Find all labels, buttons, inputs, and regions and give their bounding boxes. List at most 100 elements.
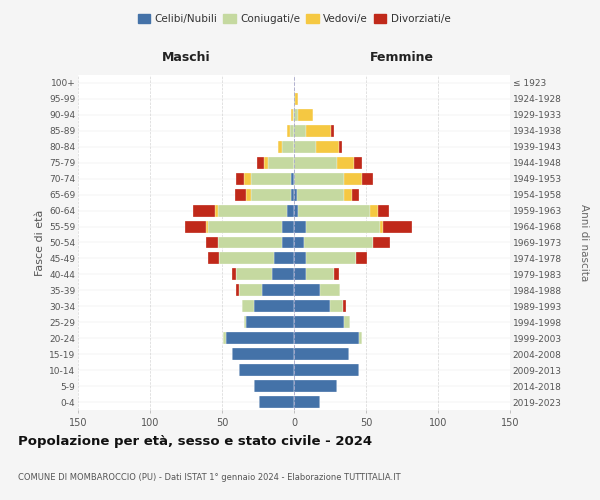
Bar xyxy=(283,236,294,248)
Bar xyxy=(294,125,305,137)
Bar xyxy=(298,109,313,121)
Bar xyxy=(235,188,247,200)
Bar xyxy=(362,172,373,184)
Bar xyxy=(283,141,294,153)
Bar xyxy=(294,348,349,360)
Bar xyxy=(294,172,344,184)
Bar xyxy=(291,109,293,121)
Bar xyxy=(294,188,297,200)
Bar xyxy=(251,188,291,200)
Bar xyxy=(294,396,320,408)
Text: Maschi: Maschi xyxy=(161,51,211,64)
Bar xyxy=(251,172,291,184)
Bar xyxy=(223,332,226,344)
Bar xyxy=(294,204,298,216)
Bar xyxy=(343,300,346,312)
Legend: Celibi/Nubili, Coniugati/e, Vedovi/e, Divorziati/e: Celibi/Nubili, Coniugati/e, Vedovi/e, Di… xyxy=(133,10,455,29)
Text: Femmine: Femmine xyxy=(370,51,434,64)
Bar xyxy=(356,252,367,264)
Text: COMUNE DI MOMBAROCCIO (PU) - Dati ISTAT 1° gennaio 2024 - Elaborazione TUTTITALI: COMUNE DI MOMBAROCCIO (PU) - Dati ISTAT … xyxy=(18,472,401,482)
Bar xyxy=(287,125,290,137)
Bar xyxy=(337,157,355,168)
Bar xyxy=(264,157,268,168)
Bar xyxy=(208,220,283,232)
Bar xyxy=(352,188,359,200)
Bar xyxy=(359,332,362,344)
Bar xyxy=(247,316,294,328)
Bar xyxy=(294,300,330,312)
Bar xyxy=(259,396,294,408)
Bar xyxy=(291,188,294,200)
Bar xyxy=(254,380,294,392)
Bar xyxy=(294,141,316,153)
Bar xyxy=(294,364,359,376)
Bar xyxy=(383,220,412,232)
Bar xyxy=(297,188,344,200)
Bar xyxy=(330,300,343,312)
Bar xyxy=(272,268,294,280)
Bar xyxy=(293,109,294,121)
Bar xyxy=(377,204,389,216)
Bar xyxy=(215,204,218,216)
Bar xyxy=(208,252,219,264)
Bar xyxy=(344,316,350,328)
Bar xyxy=(236,172,244,184)
Bar xyxy=(294,268,305,280)
Bar xyxy=(298,204,370,216)
Bar xyxy=(236,284,239,296)
Bar xyxy=(334,268,338,280)
Bar xyxy=(294,220,305,232)
Bar xyxy=(294,93,295,105)
Bar xyxy=(244,172,251,184)
Y-axis label: Fasce di età: Fasce di età xyxy=(35,210,45,276)
Bar xyxy=(316,141,338,153)
Bar xyxy=(206,220,208,232)
Bar xyxy=(295,93,298,105)
Bar xyxy=(344,172,362,184)
Bar xyxy=(294,284,320,296)
Bar xyxy=(338,141,341,153)
Bar xyxy=(291,172,294,184)
Bar xyxy=(219,252,274,264)
Bar xyxy=(344,188,352,200)
Bar xyxy=(232,348,294,360)
Bar xyxy=(294,252,305,264)
Bar xyxy=(294,236,304,248)
Bar xyxy=(226,332,294,344)
Bar xyxy=(232,268,236,280)
Bar xyxy=(320,284,340,296)
Bar xyxy=(294,157,337,168)
Text: Popolazione per età, sesso e stato civile - 2024: Popolazione per età, sesso e stato civil… xyxy=(18,435,372,448)
Bar xyxy=(294,109,298,121)
Bar xyxy=(247,188,251,200)
Bar xyxy=(278,141,283,153)
Bar xyxy=(239,364,294,376)
Bar xyxy=(206,236,218,248)
Bar xyxy=(218,236,283,248)
Bar xyxy=(370,204,377,216)
Y-axis label: Anni di nascita: Anni di nascita xyxy=(578,204,589,281)
Bar xyxy=(304,236,373,248)
Bar xyxy=(287,204,294,216)
Bar xyxy=(294,380,337,392)
Bar xyxy=(242,300,254,312)
Bar xyxy=(239,284,262,296)
Bar xyxy=(331,125,334,137)
Bar xyxy=(355,157,362,168)
Bar xyxy=(218,204,287,216)
Bar xyxy=(305,252,356,264)
Bar xyxy=(305,125,331,137)
Bar xyxy=(305,220,380,232)
Bar xyxy=(294,316,344,328)
Bar xyxy=(290,125,294,137)
Bar xyxy=(283,220,294,232)
Bar xyxy=(294,332,359,344)
Bar xyxy=(193,204,215,216)
Bar xyxy=(268,157,294,168)
Bar xyxy=(185,220,206,232)
Bar xyxy=(244,316,247,328)
Bar xyxy=(262,284,294,296)
Bar xyxy=(373,236,391,248)
Bar xyxy=(236,268,272,280)
Bar xyxy=(274,252,294,264)
